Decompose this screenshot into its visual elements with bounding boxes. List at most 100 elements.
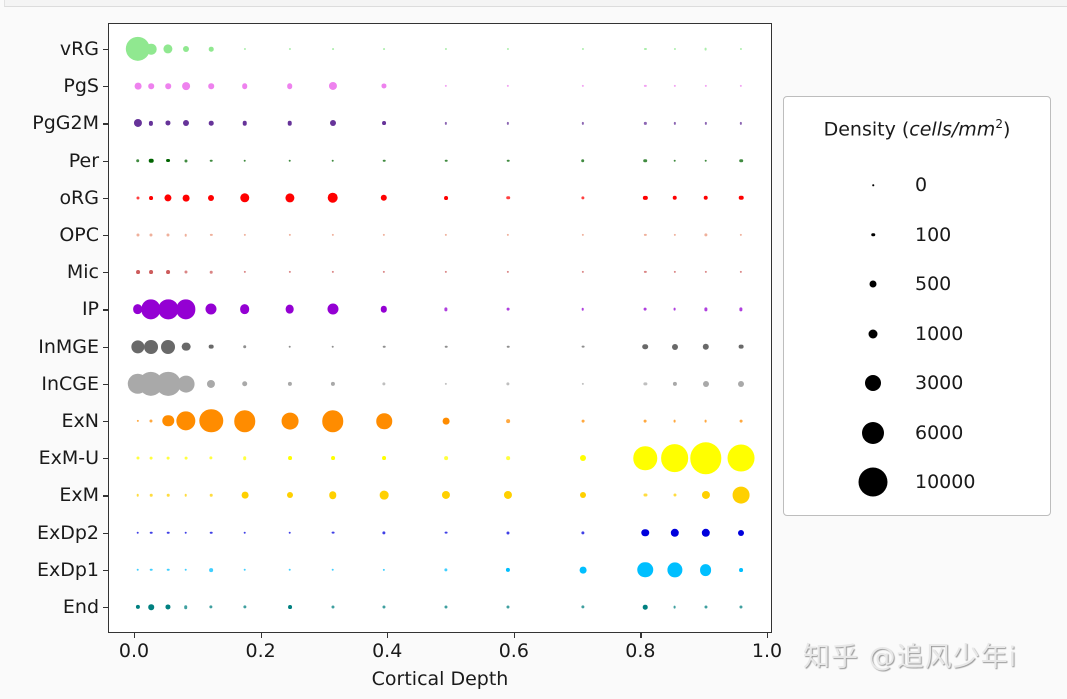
data-point-ip [444,307,448,312]
y-tick-label: InCGE [41,372,99,395]
legend-label: 10000 [915,471,976,493]
data-point-exdp2 [382,530,386,535]
data-point-exdp1 [739,567,743,572]
data-point-inmge [581,345,585,349]
data-point-ip [141,299,161,320]
legend-item: 500 [784,269,1050,299]
data-point-exdp2 [701,528,710,537]
data-point-vrg [145,43,157,55]
data-point-opc [673,233,676,237]
data-point-ip [176,299,196,320]
data-point-pgs [444,85,448,88]
data-point-pgg2m [287,121,292,126]
data-point-exdp1 [184,568,188,572]
data-point-exn [176,411,196,431]
data-point-pgs [581,85,584,88]
y-tick-label: ExN [61,410,99,432]
data-point-exm [241,491,249,499]
data-point-pgs [673,85,676,88]
data-point-exm-u [506,456,510,461]
data-point-per [643,158,648,163]
data-point-end [243,605,247,609]
data-point-pgg2m [581,122,584,125]
y-tick-mark [103,607,108,609]
data-point-inmge [208,344,214,349]
y-tick-mark [103,235,108,237]
data-point-mic [166,270,171,275]
data-point-org [240,193,250,203]
data-point-per [331,159,335,162]
x-tick-mark [260,633,262,638]
y-tick-label: ExM [59,484,99,507]
legend-size-marker-icon [862,421,884,444]
data-point-pgg2m [208,121,214,126]
data-point-exm-u [209,456,213,460]
data-point-exdp2 [288,531,291,534]
data-point-opc [331,233,334,237]
legend-item: 6000 [784,418,1050,448]
data-point-exm [166,494,170,497]
data-point-pgg2m [242,121,248,126]
data-point-inmge [144,339,159,354]
data-point-per [148,158,154,163]
data-point-exm [209,494,213,497]
x-tick-label: 0.8 [625,640,656,662]
data-point-vrg [644,47,647,51]
data-point-inmge [444,345,448,348]
x-tick-mark [513,633,516,638]
y-tick-mark [103,346,108,348]
data-point-incge [207,379,216,388]
data-point-per [243,159,247,162]
legend-label: 0 [915,174,928,196]
data-point-exm-u [579,455,586,462]
data-point-ip [703,307,708,312]
data-point-end [581,605,585,609]
x-tick-label: 0.2 [245,640,276,662]
data-point-exdp1 [136,568,140,572]
data-point-mic [506,271,510,274]
data-point-pgs [506,85,510,88]
data-point-incge [241,381,248,387]
data-point-incge [444,382,448,385]
data-point-org [672,195,677,201]
data-point-end [506,605,510,609]
data-point-exm-u [242,456,247,460]
data-point-end [331,605,335,609]
data-point-inmge [702,343,709,350]
data-point-exm-u [136,456,140,460]
data-point-org [506,196,510,200]
data-point-exdp2 [506,531,510,535]
data-point-exn [506,419,510,423]
data-point-opc [149,233,153,237]
data-point-ip [285,305,295,314]
data-point-exm [379,491,389,500]
data-point-exm [136,494,140,497]
data-point-exm [701,491,710,500]
data-point-vrg [208,46,214,52]
data-point-inmge [131,339,145,354]
data-point-exm-u [444,456,448,461]
data-point-opc [703,233,708,237]
data-point-exdp1 [166,568,170,572]
data-point-exm-u [184,456,188,460]
data-point-exm [732,486,750,504]
data-point-per [184,159,188,163]
data-point-opc [644,233,647,237]
data-point-exm [673,493,677,497]
data-point-pgg2m [382,121,386,126]
data-point-ip [205,303,217,315]
data-point-mic [209,270,213,274]
data-point-incge [738,380,745,387]
data-point-mic [444,271,448,274]
y-tick-label: vRG [59,38,99,60]
data-point-per [166,158,171,163]
y-tick-mark [103,458,108,460]
data-point-per [704,159,707,162]
data-point-opc [184,233,188,237]
data-point-exdp2 [209,531,213,534]
watermark: 知乎 @追风少年i [803,642,1018,673]
data-point-vrg [445,47,448,51]
data-point-mic [243,271,246,274]
data-point-pgg2m [133,119,142,128]
data-point-exn [644,419,647,423]
